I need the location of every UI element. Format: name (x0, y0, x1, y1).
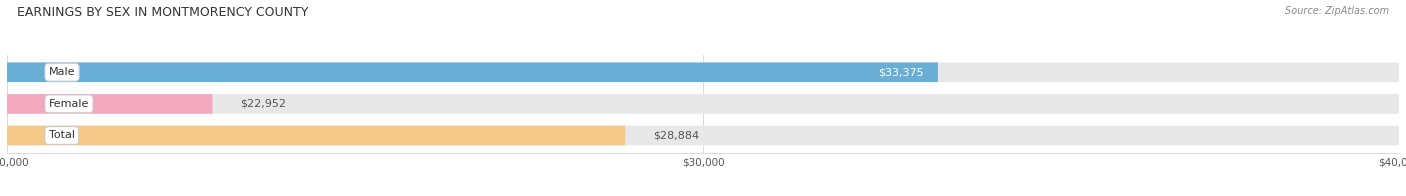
FancyBboxPatch shape (7, 126, 626, 145)
FancyBboxPatch shape (7, 94, 1399, 114)
FancyBboxPatch shape (7, 63, 938, 82)
Text: Total: Total (49, 131, 75, 141)
Text: $22,952: $22,952 (240, 99, 287, 109)
Text: Source: ZipAtlas.com: Source: ZipAtlas.com (1285, 6, 1389, 16)
FancyBboxPatch shape (7, 126, 1399, 145)
FancyBboxPatch shape (7, 94, 212, 114)
Text: EARNINGS BY SEX IN MONTMORENCY COUNTY: EARNINGS BY SEX IN MONTMORENCY COUNTY (17, 6, 308, 19)
Text: $28,884: $28,884 (654, 131, 699, 141)
Text: Female: Female (49, 99, 89, 109)
Text: Male: Male (49, 67, 76, 77)
FancyBboxPatch shape (7, 63, 1399, 82)
Text: $33,375: $33,375 (879, 67, 924, 77)
